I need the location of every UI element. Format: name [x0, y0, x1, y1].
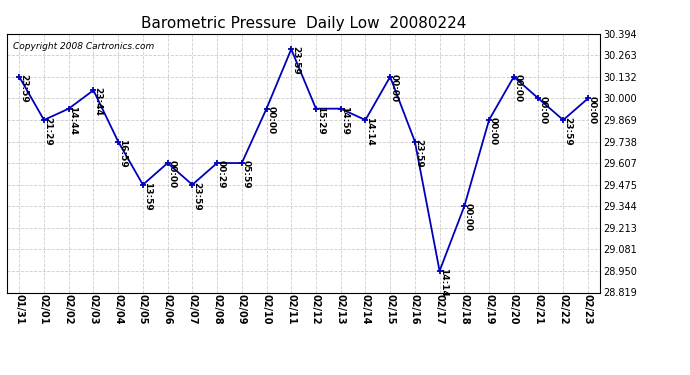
Text: 14:14: 14:14 [440, 268, 449, 297]
Text: 23:59: 23:59 [563, 117, 572, 146]
Text: 00:00: 00:00 [390, 74, 399, 102]
Text: 23:44: 23:44 [93, 87, 102, 116]
Text: 00:00: 00:00 [538, 96, 547, 124]
Text: 00:00: 00:00 [588, 96, 597, 124]
Text: 15:29: 15:29 [315, 106, 324, 135]
Text: 23:59: 23:59 [415, 139, 424, 168]
Text: 16:59: 16:59 [118, 139, 127, 168]
Text: 23:59: 23:59 [19, 74, 28, 103]
Text: 00:29: 00:29 [217, 160, 226, 189]
Text: 05:59: 05:59 [241, 160, 250, 189]
Text: 14:59: 14:59 [340, 106, 349, 135]
Text: 23:59: 23:59 [192, 182, 201, 211]
Text: 13:59: 13:59 [143, 182, 152, 211]
Text: 00:00: 00:00 [167, 160, 176, 188]
Text: 14:44: 14:44 [68, 106, 77, 135]
Text: 00:00: 00:00 [266, 106, 275, 134]
Text: 14:14: 14:14 [365, 117, 374, 146]
Text: Copyright 2008 Cartronics.com: Copyright 2008 Cartronics.com [13, 42, 154, 51]
Text: 00:00: 00:00 [464, 204, 473, 232]
Text: 21:29: 21:29 [43, 117, 52, 146]
Text: 00:00: 00:00 [513, 74, 522, 102]
Title: Barometric Pressure  Daily Low  20080224: Barometric Pressure Daily Low 20080224 [141, 16, 466, 31]
Text: 23:59: 23:59 [291, 46, 300, 75]
Text: 00:00: 00:00 [489, 117, 497, 146]
